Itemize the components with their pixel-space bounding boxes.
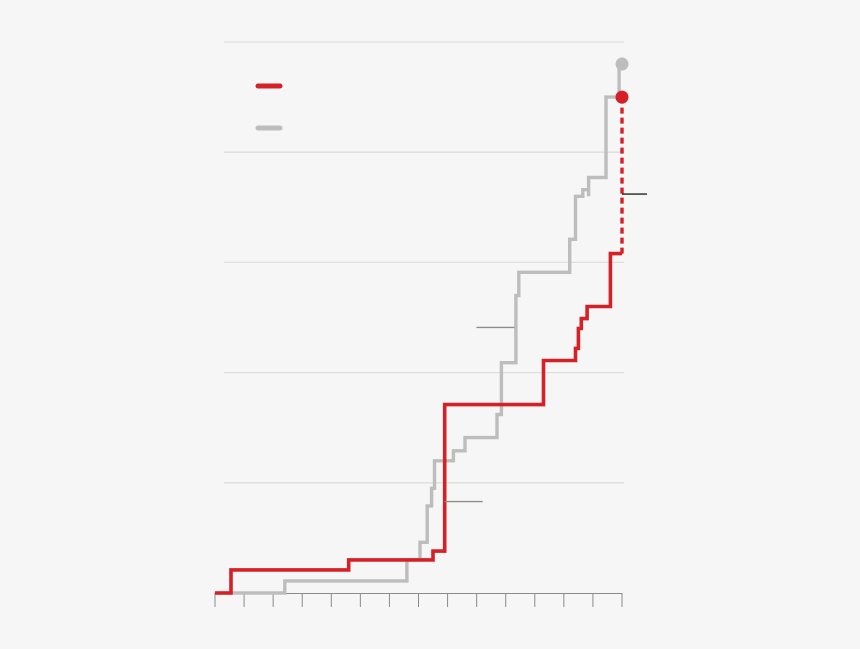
- series-line-red: [215, 251, 622, 595]
- series-line-gray: [215, 62, 622, 595]
- legend: [255, 83, 283, 131]
- series-lines: [215, 57, 629, 595]
- gridlines: [224, 41, 624, 484]
- annotation-leaders: [444, 193, 647, 503]
- end-marker-red: [615, 90, 629, 104]
- end-marker-gray: [615, 57, 629, 71]
- x-axis: [214, 593, 623, 607]
